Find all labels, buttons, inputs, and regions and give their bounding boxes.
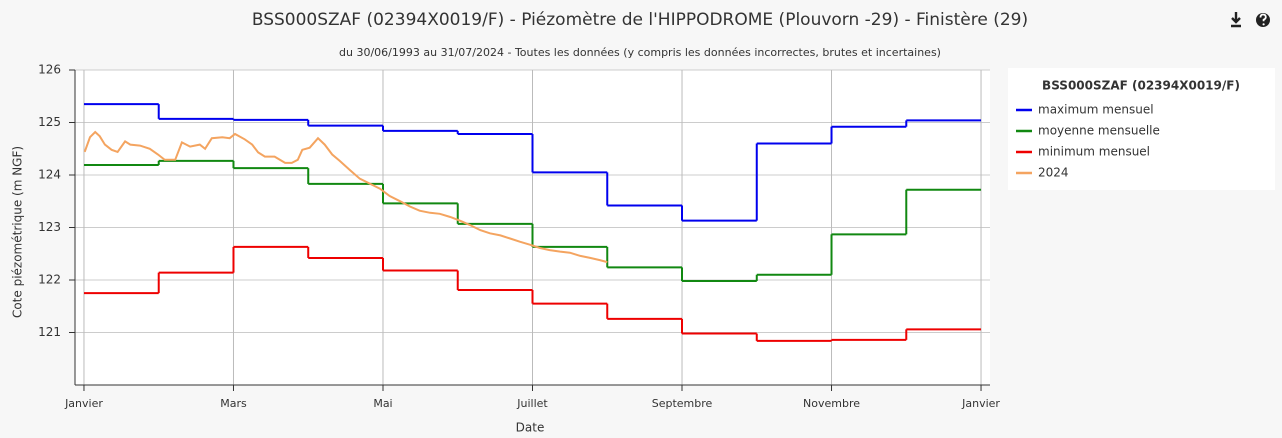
y-tick-label: 126 bbox=[38, 63, 61, 77]
x-tick-label: Mai bbox=[373, 397, 392, 410]
y-axis-title: Cote piézométrique (m NGF) bbox=[11, 146, 25, 318]
legend-box bbox=[1008, 68, 1275, 190]
download-icon[interactable] bbox=[1231, 12, 1241, 28]
chart-subtitle: du 30/06/1993 au 31/07/2024 - Toutes les… bbox=[339, 46, 941, 59]
series bbox=[83, 103, 982, 222]
x-axis-title: Date bbox=[516, 421, 545, 435]
series bbox=[83, 130, 608, 264]
x-tick-label: Janvier bbox=[961, 397, 1000, 410]
legend-label: 2024 bbox=[1038, 166, 1069, 180]
x-tick-label: Novembre bbox=[803, 397, 860, 410]
legend-label: maximum mensuel bbox=[1038, 103, 1154, 117]
legend-label: minimum mensuel bbox=[1038, 145, 1150, 159]
y-tick-label: 123 bbox=[38, 220, 61, 234]
y-tick-label: 121 bbox=[38, 325, 61, 339]
series bbox=[83, 245, 982, 342]
series bbox=[83, 159, 982, 283]
x-tick-label: Juillet bbox=[516, 397, 548, 410]
y-tick-label: 124 bbox=[38, 168, 61, 182]
y-tick-label: 122 bbox=[38, 273, 61, 287]
x-tick-label: Mars bbox=[220, 397, 247, 410]
y-tick-label: 125 bbox=[38, 115, 61, 129]
line bbox=[83, 130, 608, 264]
chart-title: BSS000SZAF (02394X0019/F) - Piézomètre d… bbox=[252, 10, 1028, 30]
x-tick-label: Septembre bbox=[652, 397, 713, 410]
help-icon[interactable] bbox=[1256, 13, 1270, 27]
x-tick-label: Janvier bbox=[64, 397, 103, 410]
legend-label: moyenne mensuelle bbox=[1038, 124, 1160, 138]
legend-title: BSS000SZAF (02394X0019/F) bbox=[1042, 79, 1240, 93]
